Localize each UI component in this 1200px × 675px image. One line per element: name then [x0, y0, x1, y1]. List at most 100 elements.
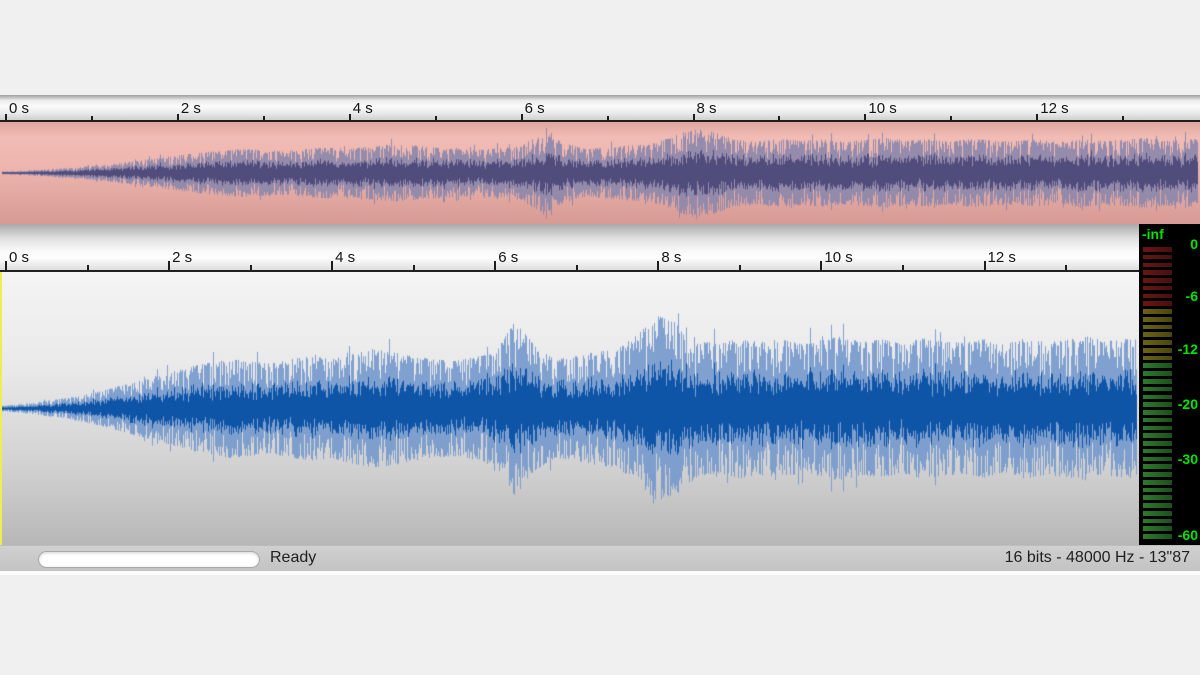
meter-segment [1143, 495, 1172, 501]
meter-inf-label: -inf [1142, 226, 1164, 242]
ruler-major-tick [348, 114, 351, 120]
meter-segment [1143, 371, 1172, 376]
meter-segment [1143, 394, 1172, 400]
ruler-minor-tick [249, 265, 252, 270]
ruler-major-tick [657, 261, 660, 270]
ruler-major-tick [983, 261, 986, 270]
ruler-minor-tick [1065, 265, 1068, 270]
status-bar: Ready 16 bits - 48000 Hz - 13"87 [0, 545, 1200, 571]
meter-segment [1143, 316, 1172, 322]
meter-segment [1143, 433, 1172, 438]
meter-segment [1143, 309, 1172, 314]
meter-scale-label: -30 [1177, 451, 1198, 468]
ruler-minor-tick [434, 116, 437, 120]
ruler-major-tick [864, 114, 867, 120]
meter-segment [1143, 518, 1172, 524]
overview-waveform-panel[interactable] [0, 122, 1200, 224]
meter-segment [1143, 293, 1172, 299]
meter-scale-label: -12 [1177, 340, 1198, 357]
ruler-minor-tick [606, 116, 609, 120]
ruler-tick-label: 12 s [987, 249, 1016, 266]
progress-bar [38, 551, 260, 568]
level-meter: -inf 0 -6 -12 -20 -30 -60 [1139, 224, 1200, 545]
meter-segment [1143, 262, 1172, 268]
ruler-major-tick [168, 261, 171, 270]
ruler-tick-label: 8 s [696, 100, 717, 117]
ruler-tick-label: 2 s [180, 100, 201, 117]
status-ready-label: Ready [270, 549, 317, 566]
meter-segment [1143, 410, 1172, 415]
ruler-tick-label: 0 s [9, 249, 30, 266]
main-waveform-canvas[interactable] [0, 272, 1139, 545]
overview-waveform-canvas[interactable] [0, 122, 1200, 224]
meter-segment [1143, 479, 1172, 485]
meter-segment [1143, 324, 1172, 330]
ruler-tick-label: 4 s [352, 100, 373, 117]
meter-segment [1143, 441, 1172, 446]
meter-segment [1143, 378, 1172, 384]
meter-scale-label: 0 [1190, 236, 1198, 252]
meter-scale-label: -60 [1177, 527, 1198, 543]
ruler-tick-label: 10 s [824, 249, 853, 266]
ruler-minor-tick [778, 116, 781, 120]
meter-segment [1143, 534, 1172, 539]
ruler-minor-tick [412, 265, 415, 270]
ruler-minor-tick [950, 116, 953, 120]
meter-segment [1143, 417, 1172, 423]
ruler-tick-label: 12 s [1040, 100, 1069, 117]
status-file-info: 16 bits - 48000 Hz - 13"87 [1004, 549, 1190, 566]
ruler-tick-label: 10 s [868, 100, 897, 117]
ruler-tick-label: 4 s [335, 249, 356, 266]
meter-segment [1143, 340, 1172, 345]
meter-segment [1143, 247, 1172, 252]
playback-cursor[interactable] [0, 272, 2, 545]
meter-segment [1143, 386, 1172, 392]
meter-segment [1143, 510, 1172, 516]
meter-segment [1143, 332, 1172, 338]
meter-segment [1143, 503, 1172, 508]
main-time-ruler[interactable]: 0 s 2 s 4 s 6 s 8 s 10 s 12 s [0, 224, 1139, 272]
ruler-tick-label: 2 s [172, 249, 193, 266]
meter-segment [1143, 285, 1172, 291]
ruler-tick-label: 0 s [9, 100, 30, 117]
ruler-major-tick [5, 114, 7, 120]
meter-segment [1143, 425, 1172, 431]
meter-segment [1143, 526, 1172, 532]
ruler-major-tick [820, 261, 823, 270]
meter-scale-label: -6 [1185, 288, 1198, 305]
ruler-minor-tick [262, 116, 265, 120]
meter-segment [1143, 301, 1172, 306]
ruler-minor-tick [90, 116, 93, 120]
ruler-major-tick [331, 261, 334, 270]
ruler-minor-tick [86, 265, 89, 270]
ruler-tick-label: 8 s [661, 249, 682, 266]
meter-scale-label: -20 [1177, 396, 1198, 413]
meter-segment [1143, 402, 1172, 407]
meter-segment [1143, 448, 1172, 454]
overview-time-ruler[interactable]: 0 s 2 s 4 s 6 s 8 s 10 s 12 s [0, 95, 1200, 122]
ruler-tick-label: 6 s [524, 100, 545, 117]
ruler-minor-tick [901, 265, 904, 270]
ruler-major-tick [5, 261, 7, 270]
ruler-major-tick [494, 261, 497, 270]
meter-segment [1143, 278, 1172, 283]
main-waveform-panel[interactable] [0, 272, 1139, 545]
ruler-major-tick [520, 114, 523, 120]
meter-segment [1143, 456, 1172, 462]
meter-segment [1143, 487, 1172, 493]
ruler-minor-tick [575, 265, 578, 270]
window-bottom-edge [0, 571, 1200, 575]
audio-editor-window: 0 s 2 s 4 s 6 s 8 s 10 s 12 s 0 s 2 s 4 s 6 s 8 s 1… [0, 95, 1200, 571]
meter-segment [1143, 347, 1172, 353]
meter-segment [1143, 464, 1172, 470]
meter-segment [1143, 254, 1172, 260]
meter-segment [1143, 270, 1172, 275]
ruler-major-tick [176, 114, 179, 120]
ruler-minor-tick [738, 265, 741, 270]
meter-segment [1143, 472, 1172, 477]
meter-segment [1143, 355, 1172, 361]
ruler-major-tick [692, 114, 695, 120]
ruler-tick-label: 6 s [498, 249, 519, 266]
ruler-minor-tick [1122, 116, 1125, 120]
